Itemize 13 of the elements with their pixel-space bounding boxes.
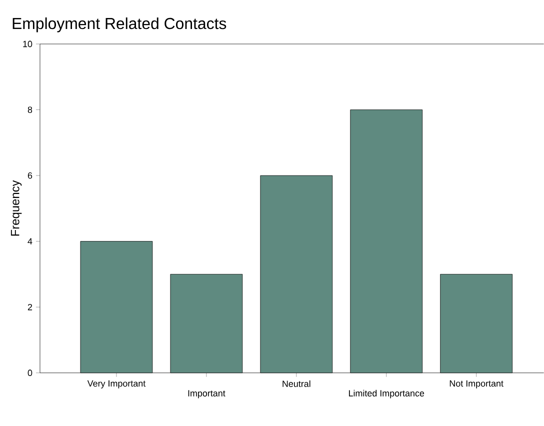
x-tick-label: Very Important xyxy=(87,380,146,388)
y-tick-label: 8 xyxy=(28,106,32,114)
y-axis-title: Frequency xyxy=(10,180,22,236)
y-tick-label: 10 xyxy=(23,40,32,48)
x-tick-label: Limited Importance xyxy=(348,390,424,398)
y-tick-label: 2 xyxy=(28,304,32,310)
y-tick-label: 4 xyxy=(28,238,32,244)
y-tick-label: 6 xyxy=(28,172,32,179)
chart-title: Employment Related Contacts xyxy=(12,18,226,32)
x-tick-label: Neutral xyxy=(282,380,310,388)
x-tick-label: Not Important xyxy=(450,380,504,388)
y-tick-label: 0 xyxy=(28,370,32,376)
x-tick-label: Important xyxy=(188,390,226,398)
